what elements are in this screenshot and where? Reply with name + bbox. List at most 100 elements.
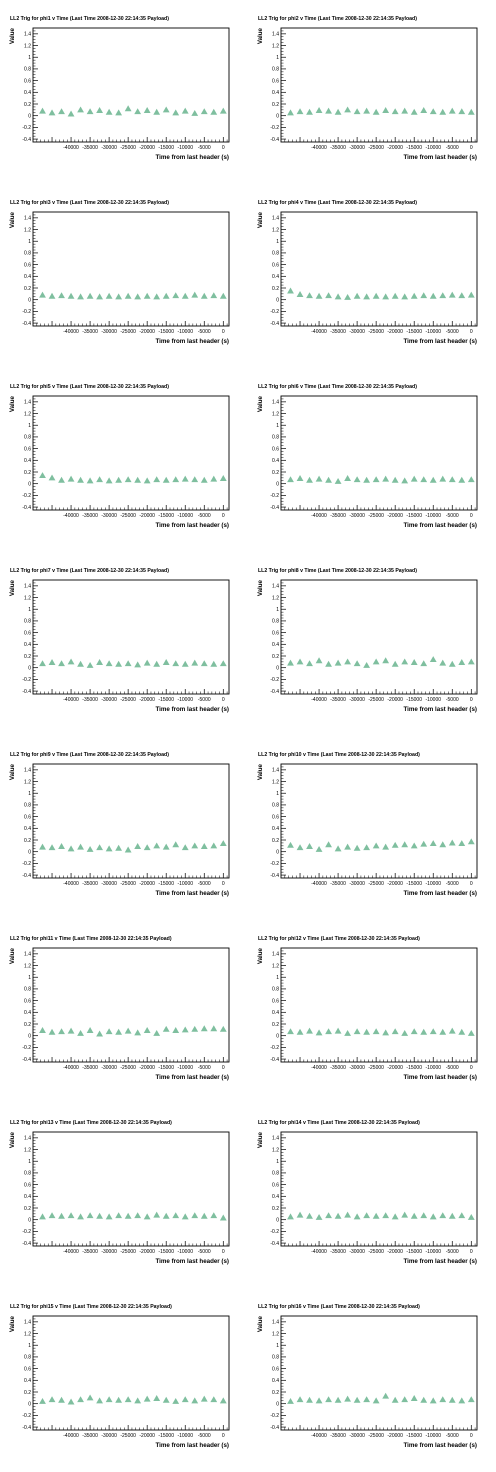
data-point — [344, 1395, 352, 1402]
y-tick-label: 0.6 — [272, 446, 279, 452]
data-point — [86, 1394, 94, 1401]
y-tick-label: 1.2 — [272, 1147, 279, 1153]
y-tick-label: 0.2 — [272, 654, 279, 660]
data-point — [115, 293, 123, 300]
x-tick-label: -10000 — [425, 1433, 441, 1439]
data-point — [420, 1212, 428, 1219]
chart-title: LL2 Trig for phi5 v Time (Last Time 2008… — [10, 384, 169, 390]
y-tick-label: 0.6 — [24, 262, 31, 268]
y-tick-label: 0 — [28, 297, 31, 303]
data-point — [48, 109, 56, 116]
data-point — [200, 108, 208, 115]
data-point — [296, 108, 304, 115]
data-point — [287, 1028, 294, 1035]
plot-svg: LL2 Trig for phi13 v Time (Last Time 200… — [9, 1120, 230, 1265]
y-axis-label: Value — [257, 211, 264, 228]
data-point — [401, 1029, 409, 1036]
y-tick-label: 0 — [276, 665, 279, 671]
data-point — [191, 842, 199, 849]
x-tick-label: -5000 — [198, 513, 211, 519]
x-tick-label: -25000 — [368, 329, 384, 335]
plot-panel-phi4: LL2 Trig for phi4 v Time (Last Time 2008… — [248, 184, 496, 368]
data-point — [325, 1396, 332, 1403]
data-point — [67, 845, 75, 852]
y-tick-label: 0 — [28, 1033, 31, 1039]
data-point — [124, 660, 132, 667]
data-point — [58, 108, 65, 115]
data-point — [58, 1028, 65, 1035]
data-point — [410, 475, 418, 482]
data-point — [115, 1028, 123, 1035]
data-point — [429, 1397, 437, 1404]
x-tick-label: -25000 — [368, 1249, 384, 1255]
x-tick-label: -25000 — [120, 1065, 136, 1071]
data-point — [315, 1029, 323, 1036]
y-tick-label: -0.4 — [270, 1241, 279, 1247]
data-point — [344, 106, 352, 113]
x-tick-label: -5000 — [446, 881, 459, 887]
y-tick-label: -0.4 — [22, 1425, 31, 1431]
data-point — [363, 844, 371, 851]
x-tick-label: 0 — [470, 697, 473, 703]
data-point — [172, 292, 180, 299]
data-point — [96, 476, 104, 483]
y-tick-label: 0.8 — [24, 1355, 31, 1361]
data-point — [382, 657, 390, 664]
y-tick-label: 0.4 — [24, 274, 31, 280]
x-tick-label: -40000 — [311, 1249, 327, 1255]
x-tick-label: -25000 — [368, 513, 384, 519]
y-tick-label: 0.4 — [24, 1010, 31, 1016]
data-point — [382, 1392, 390, 1399]
x-tick-label: -25000 — [120, 697, 136, 703]
x-tick-label: -40000 — [311, 329, 327, 335]
data-point — [67, 110, 75, 117]
data-point — [429, 1028, 437, 1035]
x-tick-label: -20000 — [139, 329, 155, 335]
data-point — [153, 1029, 161, 1036]
x-tick-label: -10000 — [177, 1433, 193, 1439]
data-point — [39, 291, 46, 298]
plot-svg: LL2 Trig for phi14 v Time (Last Time 200… — [257, 1120, 478, 1265]
data-point — [86, 845, 94, 852]
data-point — [467, 291, 475, 298]
data-point — [181, 660, 189, 667]
x-axis-label: Time from last header (s) — [404, 338, 477, 345]
y-tick-label: 1 — [28, 423, 31, 429]
plot-frame — [32, 1131, 230, 1247]
data-point — [219, 475, 227, 481]
y-tick-label: 0.8 — [24, 1171, 31, 1177]
data-point — [391, 108, 399, 115]
data-point — [96, 844, 104, 851]
plot-frame — [280, 1315, 478, 1431]
y-tick-label: 1.2 — [24, 963, 31, 969]
data-point — [105, 477, 113, 484]
data-point — [458, 1028, 466, 1035]
x-axis-label: Time from last header (s) — [156, 1442, 229, 1449]
data-point — [67, 1212, 75, 1219]
data-point — [67, 292, 75, 299]
y-tick-label: -0.4 — [270, 1425, 279, 1431]
data-point — [325, 1028, 332, 1035]
x-tick-label: 0 — [470, 881, 473, 887]
x-tick-label: -40000 — [311, 145, 327, 151]
y-axis-label: Value — [257, 1131, 264, 1148]
data-point — [86, 1212, 94, 1219]
y-tick-label: 0.6 — [272, 998, 279, 1004]
data-point — [86, 1027, 94, 1033]
x-tick-label: -10000 — [177, 881, 193, 887]
data-point — [401, 1211, 409, 1218]
data-point — [353, 844, 361, 851]
data-point — [382, 1212, 390, 1219]
data-point — [219, 660, 227, 667]
x-tick-label: -15000 — [158, 1065, 174, 1071]
x-tick-label: 0 — [222, 881, 225, 887]
x-tick-label: -35000 — [82, 881, 98, 887]
y-tick-label: 0.4 — [272, 1010, 279, 1016]
y-tick-label: 1 — [28, 791, 31, 797]
data-point — [334, 108, 342, 115]
data-point — [219, 292, 227, 299]
data-point — [162, 659, 170, 665]
y-tick-label: 1.4 — [272, 952, 279, 958]
x-tick-label: -20000 — [139, 1065, 155, 1071]
data-point — [353, 292, 361, 299]
